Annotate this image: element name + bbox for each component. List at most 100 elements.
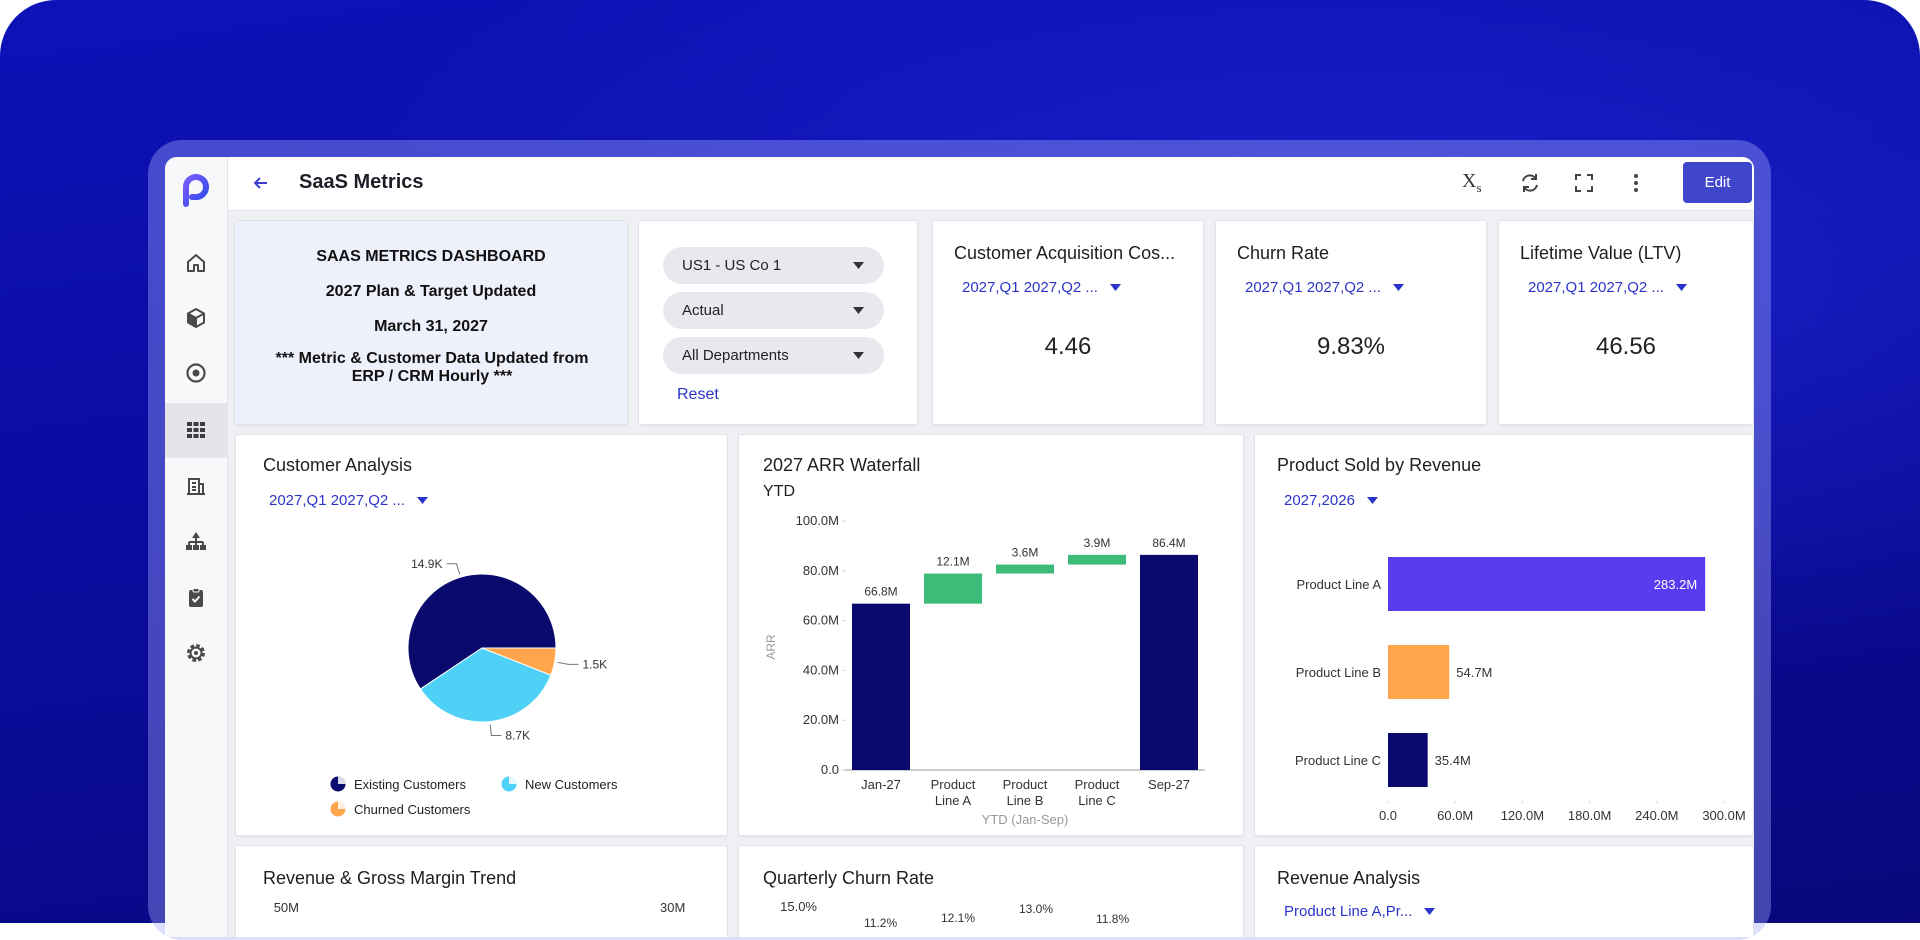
filter-dropdown[interactable]: 2027,Q1 2027,Q2 ... xyxy=(1528,279,1687,296)
data-label: 86.4M xyxy=(1152,536,1185,550)
filter-text: 2027,Q1 2027,Q2 ... xyxy=(962,279,1098,296)
summary-line: SAAS METRICS DASHBOARD xyxy=(316,248,546,265)
increase-bar xyxy=(1068,554,1126,565)
y-tick-label: Product Line C xyxy=(1295,753,1381,768)
edit-button[interactable]: Edit xyxy=(1683,162,1752,203)
caret-shape xyxy=(853,262,864,269)
legend-swatch-cut xyxy=(338,776,346,784)
filter-dropdown[interactable]: 2027,2026 xyxy=(1284,492,1378,509)
kpi-title: Lifetime Value (LTV) xyxy=(1520,243,1682,263)
revenue-trend-panel: Revenue & Gross Margin Trend 50M 30M xyxy=(235,845,728,937)
y-tick-label: Product Line B xyxy=(1296,665,1381,680)
reset-link[interactable]: Reset xyxy=(677,386,719,403)
waterfall-chart: 0.0 20.0M 40.0M 60.0M 80.0M 100.0M ARR YTD (Jan… xyxy=(764,513,1205,827)
caret-icon xyxy=(853,307,864,314)
x-tick-label: 240.0M xyxy=(1635,808,1678,823)
top-bar: SaaS Metrics Xs Edit xyxy=(228,157,1754,211)
caret-icon xyxy=(853,262,864,269)
x-tick-label: Product Line B xyxy=(1002,777,1048,808)
data-label: 1.5K xyxy=(582,657,607,671)
filter-text: Product Line A,Pr... xyxy=(1284,903,1413,920)
y-tick-label: 50M xyxy=(273,900,299,915)
fullscreen-button[interactable] xyxy=(1571,170,1597,196)
settings-icon[interactable] xyxy=(184,641,208,665)
panel-title: Customer Analysis xyxy=(263,455,413,475)
y-tick-label: 60.0M xyxy=(803,613,839,628)
filter-text: 2027,2026 xyxy=(1284,492,1355,509)
caret-icon xyxy=(1109,284,1121,291)
pie-chart: 14.9K 8.7K 1.5K xyxy=(407,557,607,743)
panel-title: Revenue Analysis xyxy=(1277,868,1421,888)
legend-item[interactable]: Churned Customers xyxy=(330,801,470,817)
increase-bar xyxy=(996,564,1054,574)
legend-text: New Customers xyxy=(525,776,618,792)
dashboard-icon[interactable] xyxy=(184,418,208,442)
arr-waterfall-panel: 2027 ARR Waterfall YTD 0.0 20.0M 40.0M 60.0… xyxy=(738,434,1244,836)
data-label: 35.4M xyxy=(1435,753,1471,768)
x-tick-label: 120.0M xyxy=(1501,808,1544,823)
churn-rate-panel: Quarterly Churn Rate 15.0% 11.2% 12.1% 13.… xyxy=(738,845,1244,937)
hierarchy-icon[interactable] xyxy=(184,529,208,553)
filter-dropdown[interactable]: 2027,Q1 2027,Q2 ... xyxy=(269,492,428,509)
pie-slice xyxy=(407,573,557,690)
dropdown-text: All Departments xyxy=(682,347,789,364)
leader-line xyxy=(446,563,461,575)
x-tick-label: Sep-27 xyxy=(1148,777,1190,792)
caret-shape xyxy=(853,352,864,359)
data-label: 54.7M xyxy=(1456,665,1492,680)
caret-icon xyxy=(853,352,864,359)
x-tick-label: Jan-27 xyxy=(861,777,901,792)
x-tick-label: Product Line A xyxy=(930,777,976,808)
home-icon[interactable] xyxy=(184,251,208,275)
summary-line: March 31, 2027 xyxy=(374,318,488,335)
leader-line xyxy=(557,661,579,665)
refresh-button[interactable] xyxy=(1517,170,1543,196)
filter-dropdown[interactable]: Product Line A,Pr... xyxy=(1284,903,1436,920)
more-button[interactable] xyxy=(1623,170,1649,196)
back-button[interactable] xyxy=(248,170,274,196)
caret-shape xyxy=(853,307,864,314)
model-icon[interactable] xyxy=(184,306,208,330)
y-tick-label: 20.0M xyxy=(803,712,839,727)
reports-icon[interactable] xyxy=(184,474,208,498)
target-icon[interactable] xyxy=(184,361,208,385)
caret-icon xyxy=(416,497,428,504)
logo[interactable] xyxy=(181,174,211,208)
tasks-icon[interactable] xyxy=(184,586,208,610)
filter-dropdown[interactable]: 2027,Q1 2027,Q2 ... xyxy=(962,279,1121,296)
caret-icon xyxy=(1366,497,1378,504)
dropdown[interactable]: US1 - US Co 1 xyxy=(663,247,884,284)
data-label: 3.9M xyxy=(1084,536,1111,550)
kpi-title: Customer Acquisition Cos... xyxy=(954,243,1176,263)
panel-title: Quarterly Churn Rate xyxy=(763,868,935,888)
caret-shape xyxy=(1392,284,1404,291)
dropdown[interactable]: Actual xyxy=(663,292,884,329)
legend-item[interactable]: New Customers xyxy=(501,776,617,792)
total-bar xyxy=(852,603,910,770)
legend-swatch-cut xyxy=(509,776,517,784)
filter-dropdown[interactable]: 2027,Q1 2027,Q2 ... xyxy=(1245,279,1404,296)
filter-text: 2027,Q1 2027,Q2 ... xyxy=(269,492,405,509)
point-label: 11.8% xyxy=(1096,912,1130,926)
panel-subtitle: YTD xyxy=(763,483,795,500)
caret-shape xyxy=(1109,284,1121,291)
y-tick-label: 100.0M xyxy=(796,513,839,528)
bar xyxy=(1388,557,1706,611)
app-window: SaaS Metrics Xs Edit SAAS METRICS DASHBO… xyxy=(165,157,1754,937)
total-bar xyxy=(1140,554,1198,770)
pie-slice xyxy=(481,647,557,676)
filter-text: 2027,Q1 2027,Q2 ... xyxy=(1245,279,1381,296)
y-tick-label: 0.0 xyxy=(821,762,839,777)
x-axis-title: YTD (Jan-Sep) xyxy=(982,812,1069,827)
legend-item[interactable]: Existing Customers xyxy=(330,776,466,792)
dropdown[interactable]: All Departments xyxy=(663,337,884,374)
legend-icon xyxy=(501,776,517,792)
y-axis-title: ARR xyxy=(764,634,778,660)
legend-text: Existing Customers xyxy=(354,776,466,792)
point-label: 12.1% xyxy=(941,911,976,925)
variables-button[interactable]: Xs xyxy=(1462,170,1482,196)
x-tick-label: 60.0M xyxy=(1437,808,1473,823)
variables-icon-sub: s xyxy=(1476,180,1482,195)
data-label: 3.6M xyxy=(1012,546,1039,560)
